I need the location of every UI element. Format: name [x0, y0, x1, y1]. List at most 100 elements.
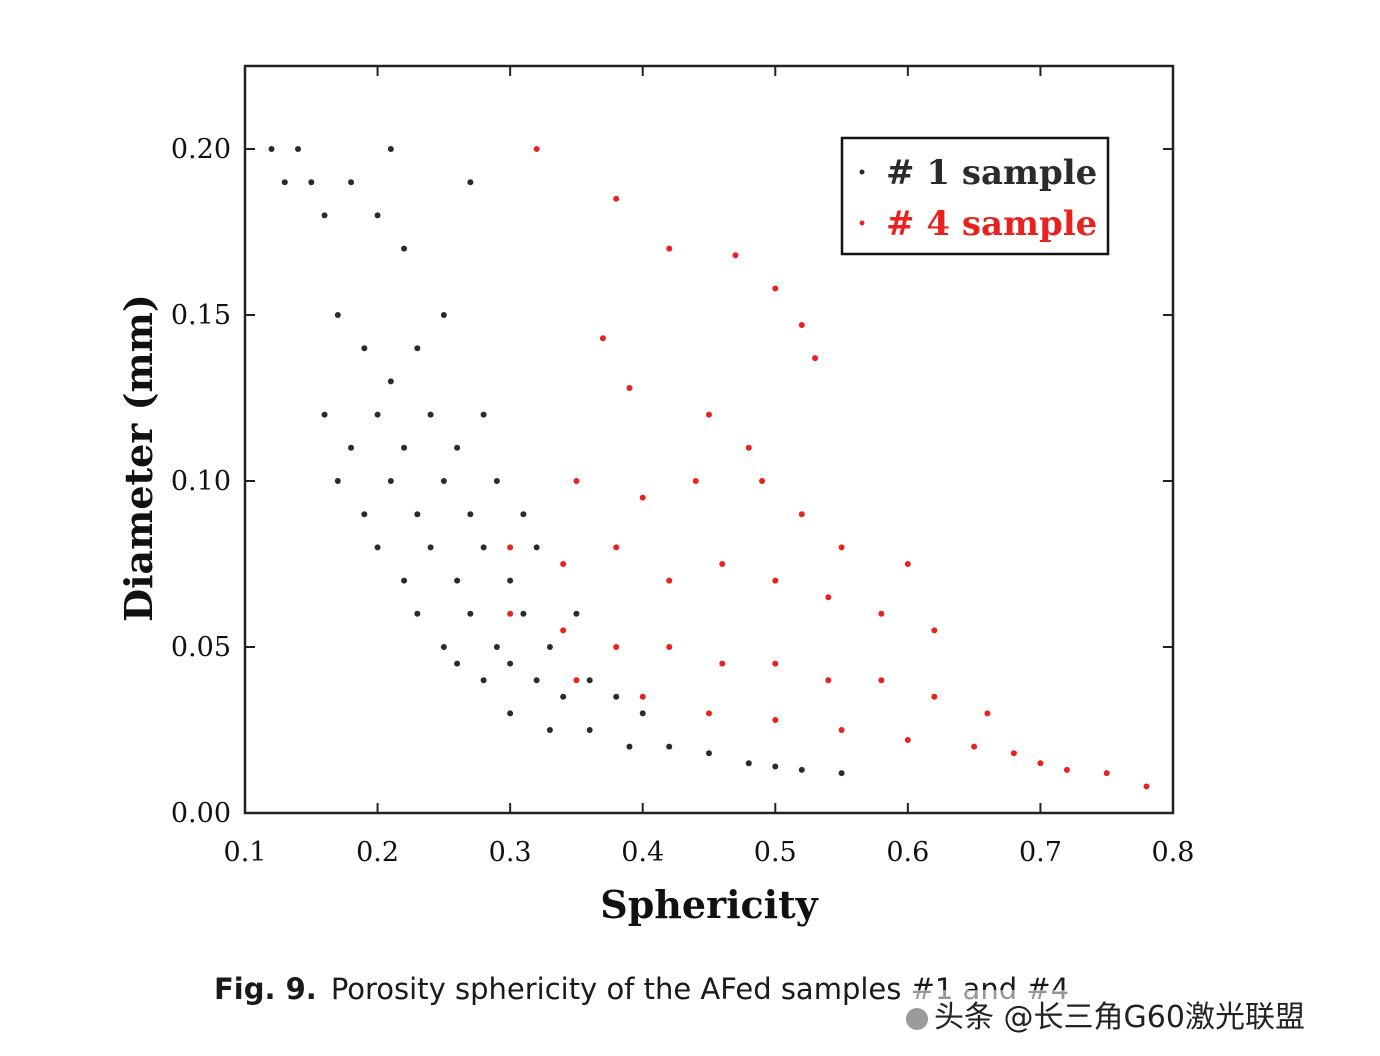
data-point [440, 312, 447, 318]
data-point [772, 577, 779, 584]
data-point [838, 544, 845, 551]
data-point [838, 770, 845, 777]
y-axis-title: Diameter (mm) [116, 294, 161, 622]
data-point [573, 677, 580, 684]
data-point [427, 544, 434, 551]
data-point [1143, 783, 1150, 790]
data-point [931, 627, 938, 634]
data-point [414, 345, 421, 352]
data-point [268, 146, 275, 152]
data-point [507, 660, 514, 667]
data-point [440, 478, 447, 484]
data-points [268, 146, 1150, 790]
figure-caption-label: Fig. 9. [214, 972, 317, 1006]
data-point [414, 610, 421, 617]
data-point [613, 693, 620, 700]
data-point [560, 627, 567, 634]
data-point [321, 411, 328, 418]
data-point [812, 355, 819, 362]
data-point [772, 285, 779, 292]
data-point [387, 478, 394, 484]
data-point [507, 610, 514, 617]
data-point [387, 146, 394, 152]
data-point [732, 252, 739, 259]
series-sample-4 [507, 146, 1150, 790]
data-point [706, 710, 712, 717]
data-point [507, 544, 514, 551]
data-point [838, 727, 845, 733]
data-point [745, 760, 752, 767]
x-tick-label: 0.2 [356, 837, 399, 868]
watermark: 头条 @长三角G60激光联盟 [900, 990, 1311, 1038]
x-tick-label: 0.7 [1019, 837, 1062, 868]
x-tick-label: 0.3 [489, 837, 532, 868]
x-tick-label: 0.6 [886, 837, 929, 868]
data-point [639, 494, 646, 501]
data-point [878, 677, 885, 684]
data-point [507, 710, 514, 717]
x-axis-title: Sphericity [600, 882, 818, 927]
data-point [1010, 750, 1017, 757]
legend-box [840, 136, 1110, 256]
legend-marker-sample-1 [859, 169, 865, 175]
data-point [467, 511, 474, 518]
data-point [666, 245, 673, 252]
data-point [772, 717, 779, 724]
x-tick-label: 0.4 [621, 837, 664, 868]
data-point [480, 544, 487, 551]
data-point [772, 763, 779, 770]
data-point [639, 693, 646, 700]
x-axis-ticks: 0.1 0.2 0.3 0.4 0.5 0.6 0.7 0.8 [224, 66, 1194, 868]
data-point [401, 444, 408, 451]
data-point [308, 179, 315, 186]
data-point [878, 610, 885, 617]
series-sample-1 [268, 146, 845, 777]
legend-marker-sample-4 [859, 220, 865, 226]
data-point [626, 385, 633, 392]
data-point [560, 693, 567, 700]
data-point [454, 444, 461, 451]
data-point [706, 411, 712, 418]
data-point [613, 195, 620, 202]
data-point [520, 610, 527, 617]
x-tick-label: 0.5 [754, 837, 797, 868]
data-point [706, 750, 712, 757]
y-tick-label: 0.15 [171, 300, 231, 331]
data-point [467, 179, 474, 186]
x-tick-label: 0.1 [224, 837, 267, 868]
data-point [798, 511, 805, 518]
data-point [798, 321, 805, 328]
data-point [626, 743, 633, 750]
data-point [361, 345, 368, 352]
y-tick-label: 0.20 [171, 134, 231, 165]
data-point [374, 212, 381, 219]
data-point [1103, 770, 1110, 777]
data-point [334, 312, 341, 318]
data-point [414, 511, 421, 518]
watermark-text: 头条 @长三角G60激光联盟 [934, 1000, 1305, 1035]
data-point [295, 146, 302, 152]
data-point [666, 743, 673, 750]
data-point [666, 577, 673, 584]
data-point [586, 727, 593, 733]
data-point [507, 577, 514, 584]
data-point [493, 478, 500, 484]
data-point [480, 411, 487, 418]
y-axis-ticks: 0.00 0.05 0.10 0.15 0.20 [171, 134, 1173, 829]
data-point [904, 561, 911, 567]
data-point [533, 677, 540, 684]
y-tick-label: 0.05 [171, 632, 231, 663]
data-point [401, 577, 408, 584]
data-point [1063, 766, 1070, 773]
data-point [692, 478, 699, 484]
legend: # 1 sample # 4 sample [840, 136, 1110, 256]
data-point [454, 660, 461, 667]
data-point [348, 444, 355, 451]
data-point [573, 610, 580, 617]
data-point [281, 179, 288, 186]
data-point [904, 736, 911, 743]
legend-label-sample-1: # 1 sample [886, 153, 1097, 193]
data-point [719, 660, 726, 667]
data-point [1037, 760, 1044, 767]
data-point [984, 710, 991, 717]
